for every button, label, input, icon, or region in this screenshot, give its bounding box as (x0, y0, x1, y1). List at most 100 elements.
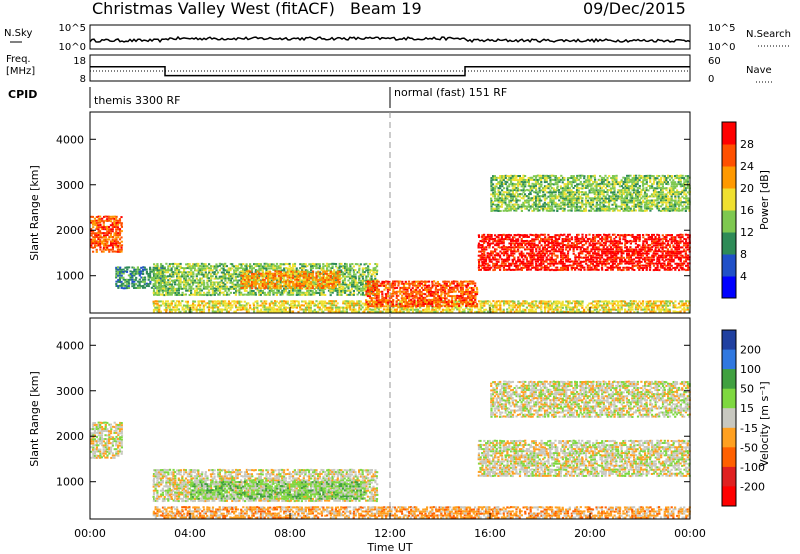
data-cell (202, 279, 205, 282)
data-cell (456, 302, 459, 305)
data-cell (159, 277, 163, 279)
data-cell (586, 250, 589, 253)
data-cell (115, 236, 118, 239)
data-cell (381, 297, 384, 300)
data-cell (168, 292, 171, 294)
data-cell (288, 293, 291, 296)
data-cell (535, 262, 538, 265)
data-cell (222, 308, 225, 311)
data-cell (422, 289, 425, 291)
data-cell (238, 306, 241, 309)
data-cell (90, 238, 93, 241)
data-cell (461, 308, 465, 311)
data-cell (372, 308, 375, 311)
data-cell (231, 281, 234, 284)
data-cell (463, 310, 466, 313)
data-cell (333, 276, 336, 279)
data-cell (622, 300, 625, 303)
data-cell (590, 266, 593, 269)
data-cell (622, 304, 625, 307)
data-cell (579, 252, 582, 255)
data-cell (170, 267, 173, 270)
data-cell (679, 300, 682, 303)
data-cell (170, 302, 173, 305)
data-cell (570, 306, 573, 309)
data-cell (315, 284, 318, 287)
data-cell (601, 306, 604, 309)
data-cell (319, 272, 322, 275)
data-cell (106, 230, 109, 233)
data-cell (368, 280, 371, 283)
data-cell (386, 282, 389, 285)
data-cell (244, 264, 247, 267)
data-cell (149, 272, 152, 275)
data-cell (240, 291, 243, 294)
data-cell (235, 291, 238, 294)
data-cell (368, 290, 371, 293)
data-cell (345, 289, 348, 292)
data-cell (416, 305, 420, 308)
data-cell (335, 282, 338, 285)
data-cell (331, 278, 334, 281)
data-cell (203, 300, 206, 303)
data-cell (592, 236, 595, 239)
data-cell (476, 306, 479, 309)
data-cell (299, 274, 302, 277)
data-cell (126, 266, 129, 269)
data-cell (140, 270, 143, 273)
data-cell (263, 284, 266, 287)
data-cell (188, 279, 191, 282)
data-cell (122, 276, 125, 279)
data-cell (451, 286, 454, 289)
data-cell (177, 279, 180, 282)
data-cell (543, 233, 546, 236)
data-cell (336, 283, 340, 286)
data-cell (504, 236, 507, 239)
data-cell (156, 289, 159, 292)
data-cell (334, 285, 337, 288)
data-cell (218, 308, 222, 311)
data-cell (158, 306, 161, 309)
data-cell (215, 275, 218, 278)
data-cell (117, 236, 120, 239)
data-cell (538, 262, 541, 265)
data-cell (365, 269, 368, 272)
data-cell (674, 304, 677, 307)
data-cell (206, 277, 209, 280)
data-cell (281, 300, 284, 303)
data-cell (351, 263, 354, 265)
data-cell (410, 291, 413, 294)
data-cell (370, 275, 373, 278)
data-cell (115, 285, 118, 287)
data-cell (481, 256, 484, 259)
data-cell (300, 270, 303, 273)
data-cell (544, 304, 547, 307)
data-cell (115, 268, 118, 271)
data-cell (299, 291, 302, 294)
data-cell (281, 272, 284, 275)
data-cell (284, 267, 288, 269)
data-cell (228, 302, 231, 305)
data-cell (213, 302, 216, 305)
data-cell (115, 226, 118, 228)
data-cell (345, 294, 349, 296)
data-cell (118, 248, 121, 251)
data-cell (447, 303, 450, 306)
data-cell (461, 304, 464, 307)
data-cell (172, 285, 175, 288)
data-cell (120, 284, 123, 287)
data-cell (97, 224, 100, 227)
data-cell (103, 234, 106, 237)
data-cell (201, 269, 204, 272)
data-cell (443, 289, 447, 292)
data-cell (217, 300, 220, 303)
data-cell (329, 269, 332, 272)
data-cell (176, 265, 179, 268)
data-cell (272, 293, 275, 296)
data-cell (358, 267, 361, 270)
data-cell (200, 289, 203, 292)
data-cell (456, 287, 459, 289)
data-cell (295, 284, 298, 287)
data-cell (327, 274, 330, 277)
data-cell (282, 304, 286, 307)
